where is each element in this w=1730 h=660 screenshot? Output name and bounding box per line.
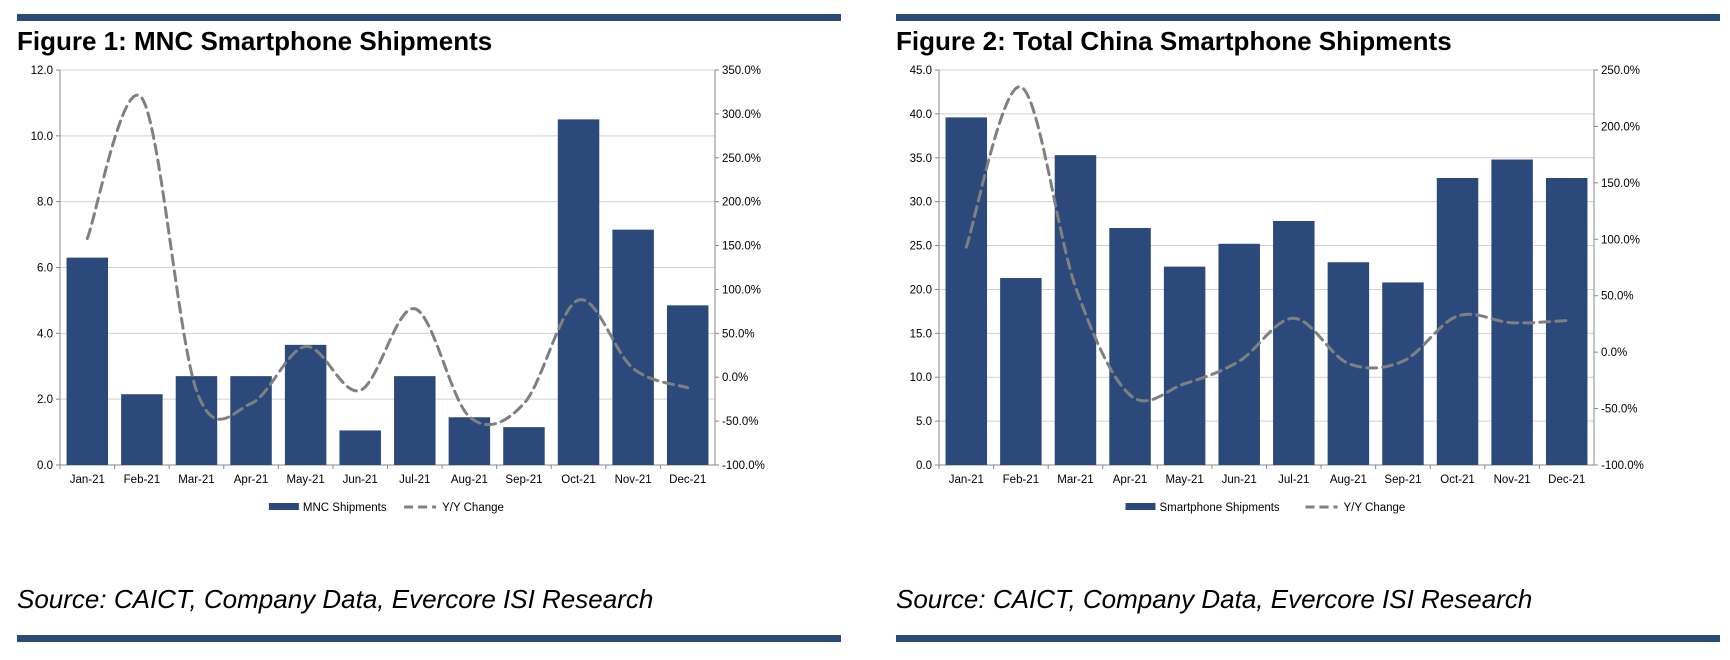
right-axis-tick-label: 150.0% [722,241,761,253]
bottom-rule [896,635,1720,642]
x-axis-tick-label: Feb-21 [1003,474,1039,486]
bar [503,427,545,465]
left-axis-tick-label: 5.0 [916,416,932,428]
bar [1327,262,1370,465]
x-axis-tick-label: Mar-21 [1057,474,1093,486]
legend-line-label: Y/Y Change [1344,502,1406,514]
china-shipments-chart: 0.0 5.0 10.0 15.0 20.0 25.0 30.0 35.0 40.0 45.0 -1… [910,65,1644,514]
bar [66,257,109,465]
figure-title: Figure 1: MNC Smartphone Shipments [17,26,493,56]
bar [1273,220,1315,465]
x-axis-tick-label: Aug-21 [1330,474,1367,486]
right-axis-tick-label: -50.0% [1601,404,1637,416]
left-axis-tick-label: 12.0 [31,65,53,77]
bottom-rule [17,635,841,642]
x-axis-tick-label: Mar-21 [178,474,214,486]
left-axis-tick-label: 0.0 [37,460,53,472]
bar [945,117,988,466]
x-axis-tick-label: Apr-21 [234,474,269,486]
legend-bar-label: MNC Shipments [303,502,387,514]
legend-bar-label: Smartphone Shipments [1160,502,1280,514]
right-axis-tick-label: 300.0% [722,109,761,121]
left-axis-tick-label: 10.0 [910,372,932,384]
x-axis-tick-label: May-21 [1165,474,1203,486]
right-axis-tick-label: 50.0% [1601,291,1634,303]
x-axis-tick-label: May-21 [286,474,324,486]
x-axis-tick-label: Dec-21 [669,474,706,486]
x-axis-tick-label: Sep-21 [505,474,542,486]
bar [1163,266,1206,465]
left-axis-tick-label: 15.0 [910,328,932,340]
figure-2-panel: Figure 2: Total China Smartphone Shipmen… [896,0,1720,660]
figure-source: Source: CAICT, Company Data, Evercore IS… [896,584,1533,614]
bar [448,417,491,465]
bar [1054,155,1097,465]
left-axis-tick-label: 40.0 [910,109,932,121]
right-axis-tick-label: 250.0% [1601,65,1640,77]
left-axis-tick-label: 8.0 [37,197,53,209]
left-axis-tick-label: 30.0 [910,197,932,209]
x-axis-tick-label: Nov-21 [1494,474,1531,486]
bar [557,119,600,465]
right-axis-tick-label: -100.0% [1601,460,1644,472]
figure-title: Figure 2: Total China Smartphone Shipmen… [896,26,1452,56]
x-axis-tick-label: Oct-21 [561,474,596,486]
right-axis-tick-label: 100.0% [1601,234,1640,246]
top-rule [17,14,841,21]
right-axis-tick-label: -50.0% [722,416,758,428]
x-axis-tick-label: Oct-21 [1440,474,1475,486]
figure-source: Source: CAICT, Company Data, Evercore IS… [17,584,654,614]
right-axis-tick-label: -100.0% [722,460,765,472]
x-axis-tick-label: Jun-21 [343,474,378,486]
x-axis-tick-label: Aug-21 [451,474,488,486]
right-axis-tick-label: 200.0% [722,197,761,209]
left-axis-tick-label: 20.0 [910,284,932,296]
left-axis-tick-label: 25.0 [910,241,932,253]
left-axis-tick-label: 45.0 [910,65,932,77]
figure-1-panel: Figure 1: MNC Smartphone Shipments 0.0 2.… [17,0,841,660]
legend-line-label: Y/Y Change [442,502,504,514]
yoy-change-line [964,85,1569,403]
bar [1436,177,1479,465]
right-axis-tick-label: 250.0% [722,153,761,165]
bar [284,344,327,465]
x-axis-tick-label: Jan-21 [70,474,105,486]
x-axis-tick-label: Nov-21 [615,474,652,486]
bar [1109,228,1151,465]
legend-bar-swatch [268,503,299,510]
bar [121,394,163,465]
left-axis-tick-label: 2.0 [37,394,53,406]
mnc-shipments-chart: 0.0 2.0 4.0 6.0 8.0 10.0 12.0 -100.0% -50.0% 0.0%… [31,65,765,514]
x-axis-tick-label: Feb-21 [124,474,160,486]
left-axis-tick-label: 4.0 [37,328,53,340]
left-axis-tick-label: 10.0 [31,131,53,143]
x-axis-tick-label: Dec-21 [1548,474,1585,486]
right-axis-tick-label: 50.0% [722,328,755,340]
x-axis-tick-label: Jun-21 [1222,474,1257,486]
right-axis-tick-label: 200.0% [1601,121,1640,133]
left-axis-tick-label: 0.0 [916,460,932,472]
x-axis-tick-label: Jul-21 [399,474,430,486]
top-rule [896,14,1720,21]
x-axis-tick-label: Apr-21 [1113,474,1148,486]
right-axis-tick-label: 100.0% [722,284,761,296]
right-axis-tick-label: 0.0% [1601,347,1627,359]
right-axis-tick-label: 150.0% [1601,178,1640,190]
left-axis-tick-label: 6.0 [37,263,53,275]
bar [612,229,654,465]
right-axis-tick-label: 350.0% [722,65,761,77]
bar [1382,282,1424,465]
x-axis-tick-label: Sep-21 [1384,474,1421,486]
x-axis-tick-label: Jan-21 [949,474,984,486]
bar [1491,159,1533,465]
bar [1218,243,1260,465]
x-axis-tick-label: Jul-21 [1278,474,1309,486]
bar [1000,278,1042,465]
bar [394,376,436,465]
bar [339,430,381,465]
legend-bar-swatch [1125,503,1156,510]
right-axis-tick-label: 0.0% [722,372,748,384]
left-axis-tick-label: 35.0 [910,153,932,165]
yoy-change-line [85,93,690,427]
